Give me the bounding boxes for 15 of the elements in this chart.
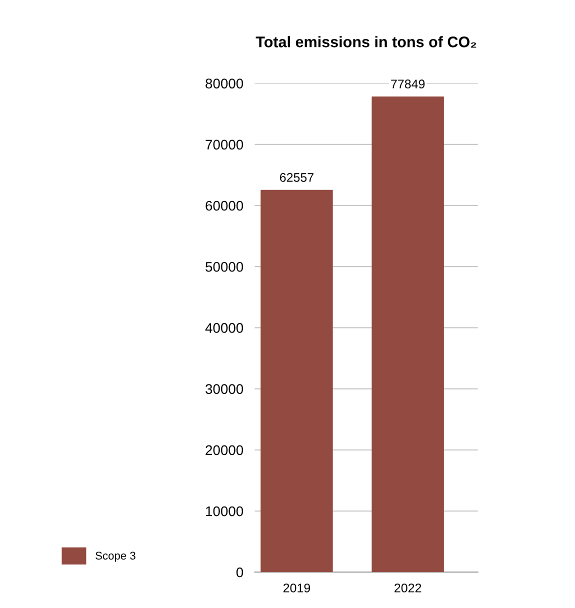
- y-tick-label: 40000: [205, 323, 244, 333]
- y-tick-label: 60000: [206, 200, 244, 211]
- y-tick-label: 10000: [206, 506, 244, 516]
- x-tick-label: 2022: [394, 584, 422, 592]
- y-tick-label: 50000: [206, 262, 244, 272]
- data-label: 62557: [280, 173, 314, 182]
- chart-title: Total emissions in tons of CO₂: [256, 36, 476, 48]
- legend-label: Scope 3: [96, 552, 136, 562]
- y-tick-label: 80000: [206, 78, 244, 88]
- data-label: 77849: [391, 80, 425, 88]
- y-tick-label: 70000: [206, 140, 244, 150]
- x-tick-label: 2019: [283, 584, 310, 592]
- y-tick-label: 0: [236, 567, 244, 578]
- y-tick-label: 30000: [206, 384, 244, 394]
- y-tick-label: 20000: [206, 445, 244, 456]
